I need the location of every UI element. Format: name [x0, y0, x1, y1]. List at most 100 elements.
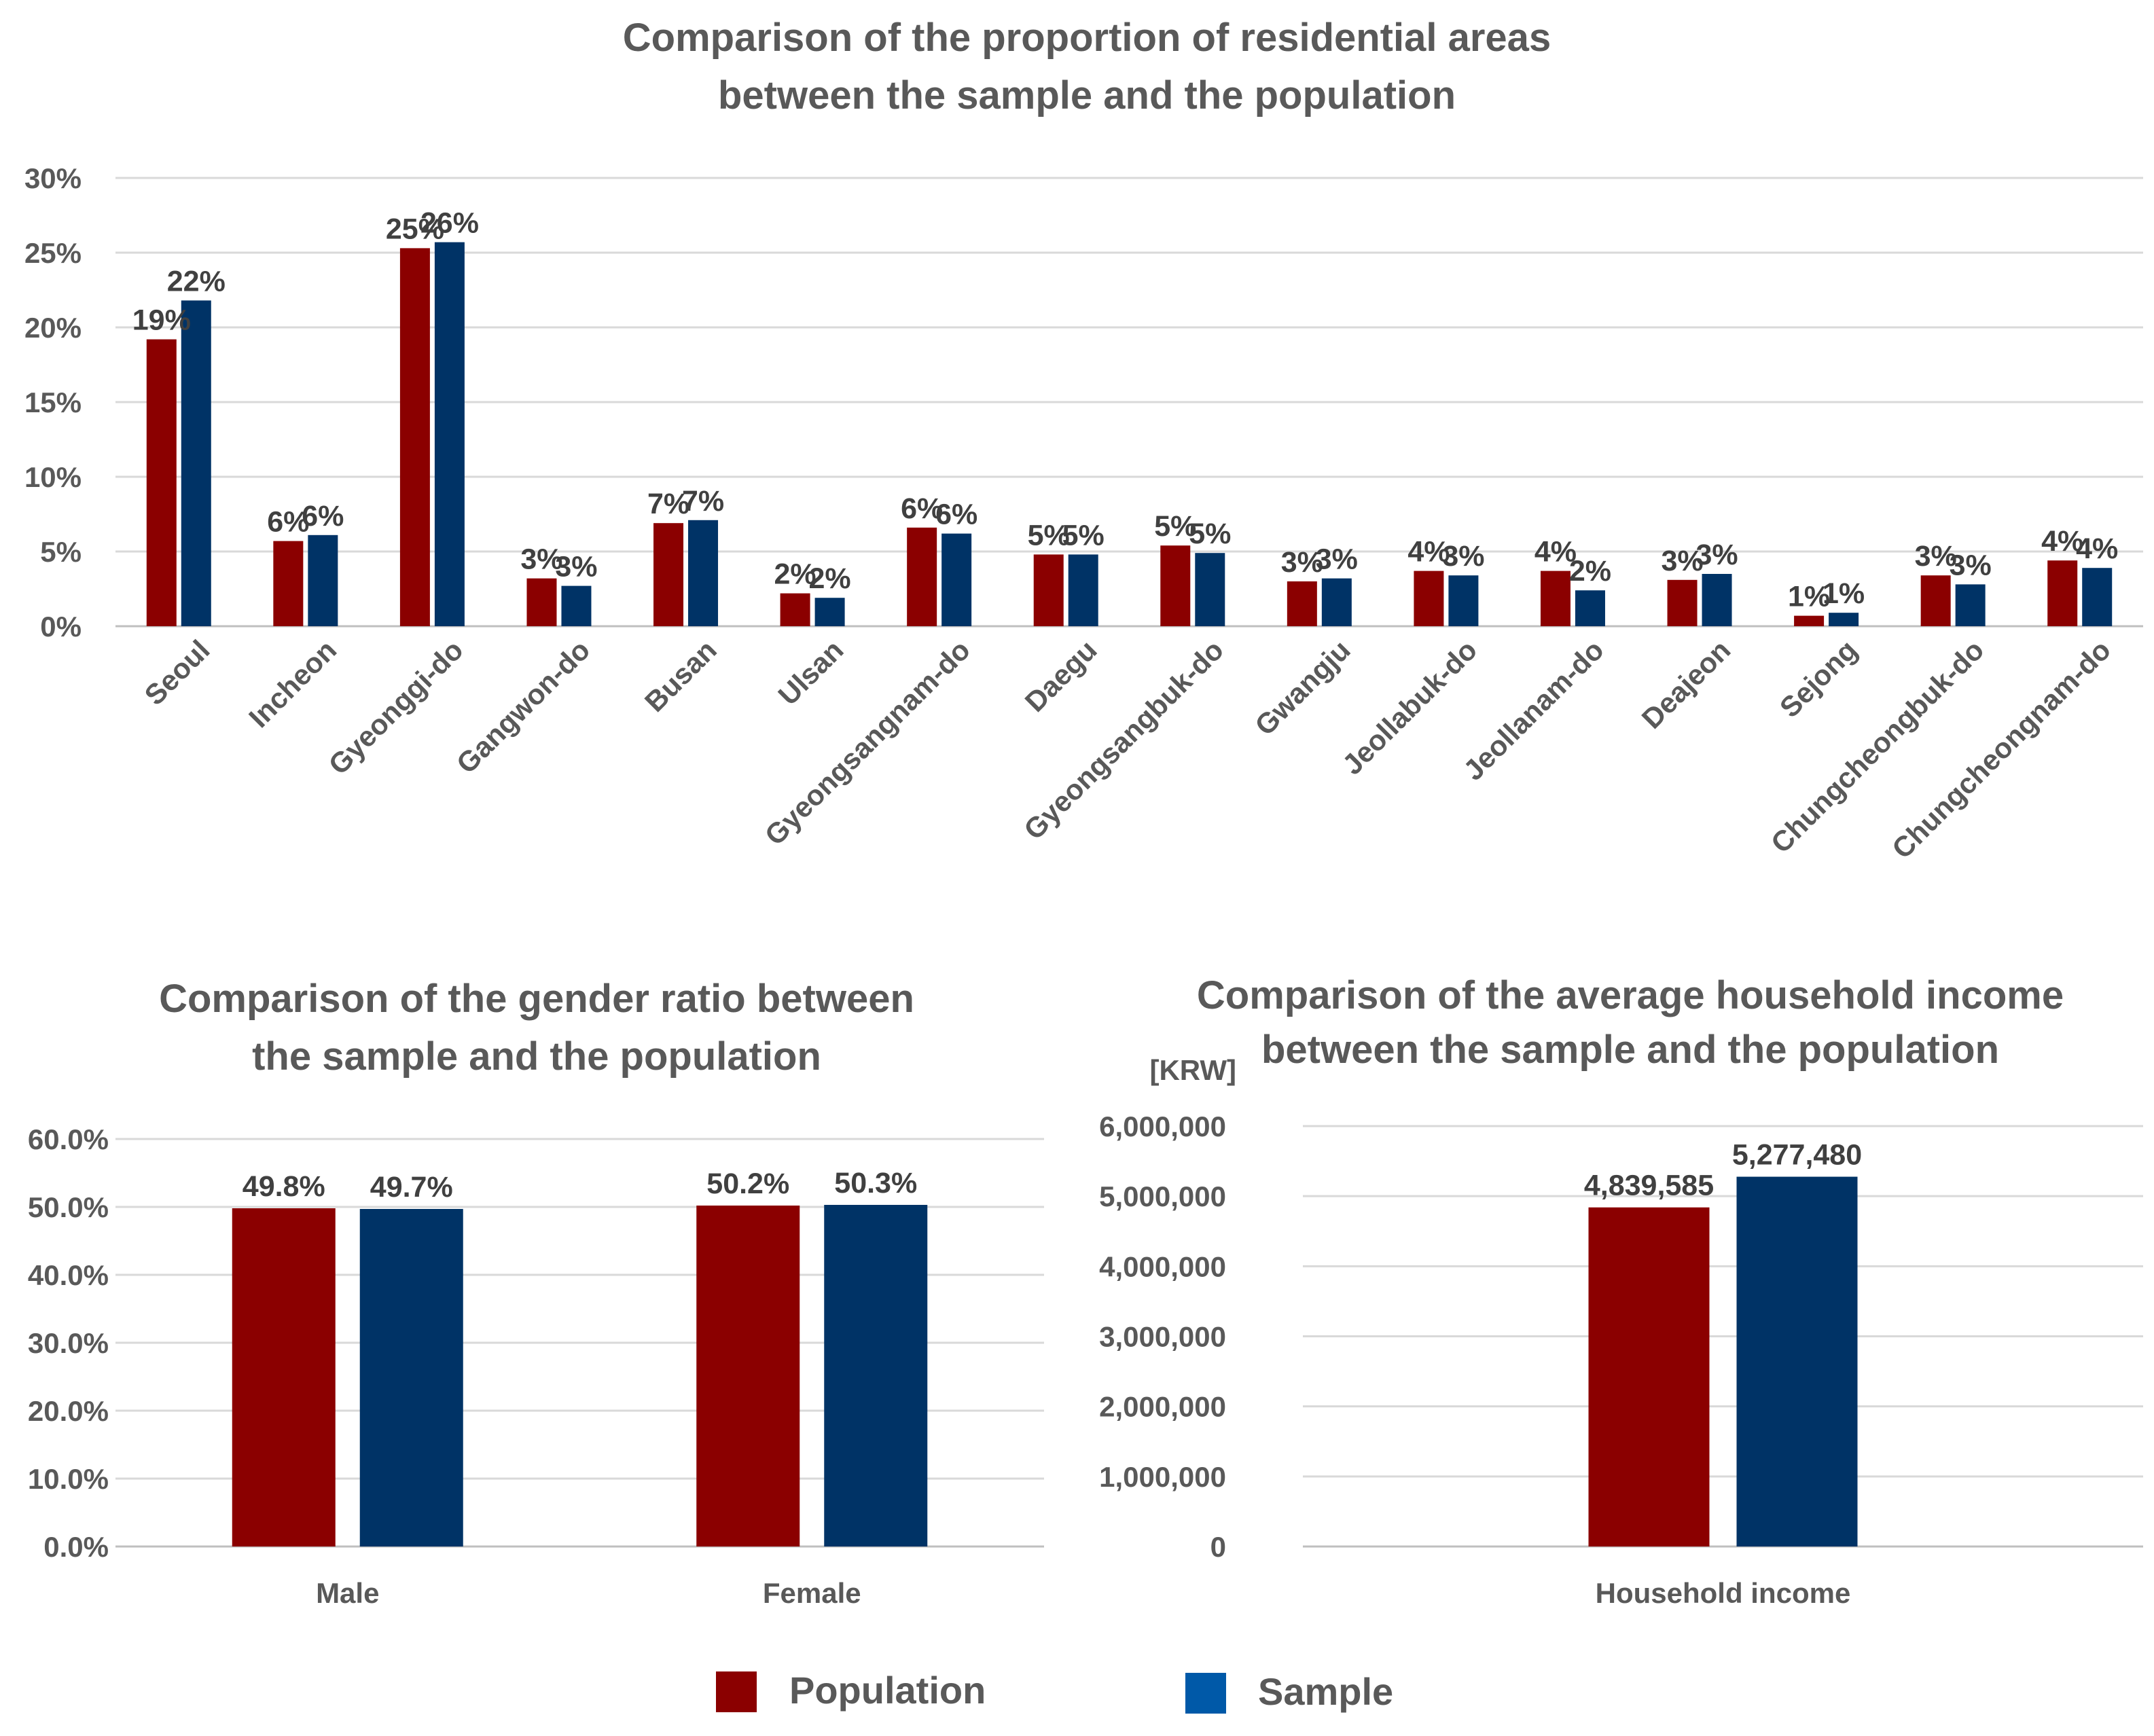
- legend-swatch-sample: [1185, 1673, 1226, 1714]
- data-label: 4,839,585: [1584, 1170, 1714, 1202]
- x-category-label: Gyeonggi-do: [322, 634, 469, 780]
- bar-sample: [688, 520, 719, 626]
- data-label: 4%: [1407, 536, 1450, 568]
- data-label: 5%: [1189, 518, 1231, 550]
- bar-population: [1540, 571, 1570, 626]
- chart-title-line-1: Comparison of the gender ratio between: [159, 977, 914, 1021]
- y-tick-label: 2,000,000: [1099, 1391, 1226, 1423]
- bar-population: [1667, 579, 1698, 626]
- bar-sample: [824, 1205, 928, 1547]
- y-tick-label: 1,000,000: [1099, 1461, 1226, 1493]
- x-category-label: Gyeongsangnam-do: [759, 634, 976, 851]
- data-label: 2%: [1569, 555, 1611, 587]
- legend-label-population: Population: [789, 1669, 986, 1712]
- chart-title-line-1: Comparison of the average household inco…: [1197, 973, 2064, 1017]
- data-label: 26%: [420, 207, 479, 240]
- bar-population: [1033, 554, 1064, 626]
- y-tick-label: 15%: [24, 386, 82, 418]
- data-label: 3%: [1695, 539, 1738, 571]
- bar-sample: [359, 1209, 463, 1547]
- y-tick-label: 4,000,000: [1099, 1250, 1226, 1282]
- y-tick-label: 3,000,000: [1099, 1321, 1226, 1353]
- x-category-label: Chungcheongnam-do: [1886, 634, 2117, 865]
- y-tick-label: 30.0%: [28, 1327, 109, 1359]
- data-label: 6%: [267, 506, 309, 539]
- bar-population: [1414, 571, 1444, 626]
- data-label: 5,277,480: [1732, 1139, 1862, 1172]
- data-label: 4%: [2076, 532, 2118, 565]
- bar-population: [653, 523, 684, 626]
- data-label: 5%: [1154, 510, 1196, 543]
- bar-sample: [1829, 613, 1859, 626]
- data-label: 1%: [1823, 577, 1865, 610]
- data-label: 49.7%: [370, 1171, 453, 1204]
- y-tick-label: 30%: [24, 162, 82, 194]
- data-label: 7%: [682, 485, 724, 518]
- bar-population: [273, 541, 304, 626]
- x-category-label: Seoul: [139, 634, 216, 711]
- data-label: 50.3%: [834, 1167, 917, 1199]
- chart-household-income: Comparison of the average household inco…: [1099, 973, 2143, 1609]
- data-label: 49.8%: [243, 1170, 325, 1203]
- x-category-label: Female: [763, 1577, 861, 1609]
- y-tick-label: 0%: [40, 611, 82, 643]
- x-category-label: Deajeon: [1636, 634, 1737, 735]
- bar-sample: [1575, 590, 1605, 626]
- chart-title-line-2: between the sample and the population: [1261, 1028, 1999, 1072]
- x-category-label: Chungcheongbuk-do: [1765, 634, 1990, 859]
- chart-title-line-1: Comparison of the proportion of resident…: [623, 16, 1551, 60]
- data-label: 5%: [1062, 519, 1105, 551]
- x-category-label: Gwangju: [1249, 634, 1357, 742]
- unit-label: [KRW]: [1149, 1054, 1236, 1086]
- data-label: 22%: [167, 265, 226, 297]
- bar-population: [907, 527, 937, 626]
- bar-population: [232, 1208, 336, 1547]
- y-tick-label: 25%: [24, 237, 82, 269]
- bar-sample: [181, 300, 211, 626]
- x-category-label: Male: [316, 1577, 379, 1609]
- bar-population: [399, 248, 430, 626]
- data-label: 3%: [1281, 546, 1323, 579]
- bar-sample: [2082, 568, 2113, 626]
- data-label: 6%: [935, 499, 977, 531]
- x-category-label: Jeollabuk-do: [1336, 634, 1483, 780]
- x-category-label: Household income: [1596, 1577, 1851, 1609]
- y-tick-label: 10%: [24, 461, 82, 493]
- data-label: 3%: [1950, 549, 1992, 581]
- data-label: 50.2%: [706, 1168, 789, 1200]
- data-label: 3%: [1661, 545, 1703, 577]
- y-tick-label: 20.0%: [28, 1395, 109, 1427]
- bar-population: [1794, 615, 1825, 626]
- bar-population: [780, 593, 810, 626]
- data-label: 19%: [132, 304, 191, 337]
- bar-population: [526, 578, 557, 626]
- bar-sample: [1321, 578, 1352, 626]
- data-label: 25%: [386, 213, 444, 245]
- bar-sample: [434, 242, 465, 627]
- bar-sample: [1068, 554, 1098, 626]
- data-label: 5%: [1028, 519, 1070, 551]
- legend: Population Sample: [716, 1669, 1393, 1714]
- chart-title-line-2: between the sample and the population: [718, 73, 1456, 117]
- data-label: 3%: [1316, 543, 1358, 576]
- bar-population: [1588, 1207, 1710, 1547]
- bar-population: [146, 339, 177, 626]
- y-tick-label: 50.0%: [28, 1191, 109, 1223]
- data-label: 4%: [1534, 536, 1577, 568]
- data-label: 4%: [2041, 525, 2083, 558]
- bar-population: [1287, 581, 1317, 626]
- bar-sample: [941, 533, 972, 626]
- y-tick-label: 40.0%: [28, 1259, 109, 1291]
- bar-sample: [561, 585, 592, 626]
- bar-sample: [308, 535, 338, 626]
- bar-population: [1920, 575, 1951, 626]
- x-category-label: Incheon: [243, 634, 342, 734]
- y-tick-label: 60.0%: [28, 1123, 109, 1155]
- chart-title-line-2: the sample and the population: [252, 1034, 821, 1079]
- bar-sample: [1955, 584, 1986, 626]
- chart-gender-ratio: Comparison of the gender ratio between t…: [28, 977, 1044, 1609]
- bar-sample: [1736, 1176, 1858, 1547]
- x-category-label: Sejong: [1774, 634, 1863, 723]
- y-tick-label: 0: [1210, 1531, 1226, 1563]
